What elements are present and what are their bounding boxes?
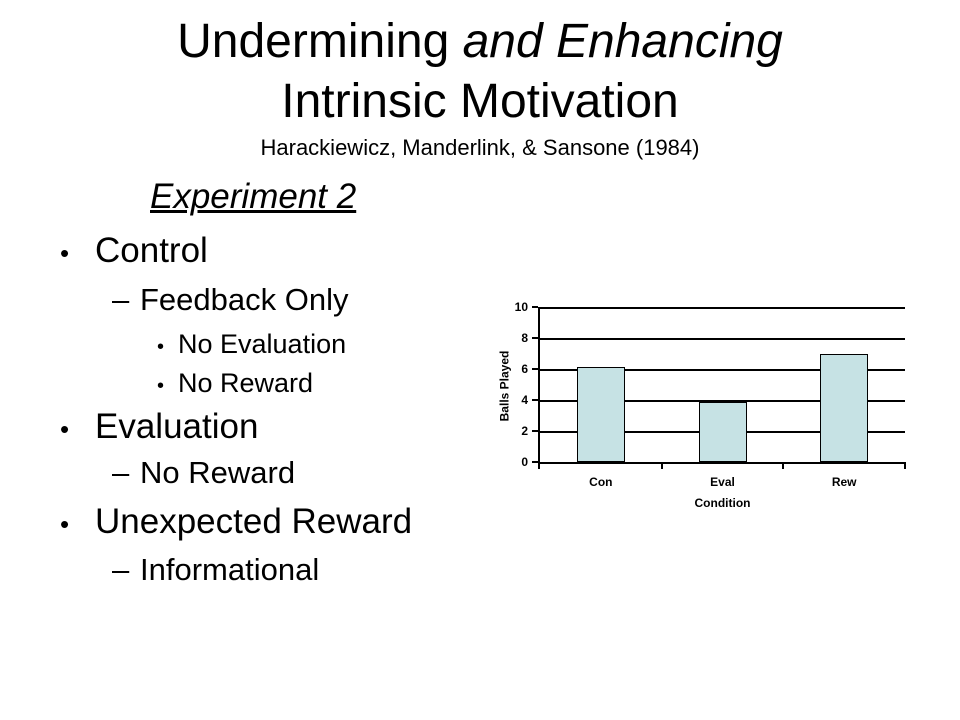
title-line-2: Intrinsic Motivation: [281, 75, 679, 128]
y-tick-label-8: 8: [521, 331, 528, 345]
gridline-y-6: [540, 369, 905, 371]
y-tick-label-2: 2: [521, 424, 528, 438]
bullet-dot-icon: •: [157, 336, 165, 358]
bar-con: [576, 367, 625, 462]
bullet-text: Control: [95, 231, 208, 270]
x-tick-label-rew: Rew: [831, 475, 857, 489]
x-tick-mark-2: [782, 462, 785, 469]
x-tick-label-eval: Eval: [710, 475, 735, 489]
bullet-text: No Evaluation: [178, 329, 347, 359]
y-tick-mark-2: [532, 430, 538, 432]
bullet-dot-icon: •: [60, 414, 70, 444]
gridline-y-8: [540, 338, 905, 340]
bullet-item-feedback-only: – Feedback Only: [112, 284, 349, 315]
bullet-text: No Reward: [140, 455, 296, 490]
y-tick-label-4: 4: [521, 393, 528, 407]
bullet-item-no-evaluation: • No Evaluation: [157, 331, 346, 358]
y-tick-label-6: 6: [521, 362, 528, 376]
bullet-dot-icon: •: [60, 509, 70, 539]
y-tick-mark-8: [532, 337, 538, 339]
chart-plot-area: Balls Played Condition 0 2 4 6 8 10 Con Eval Rew: [498, 300, 906, 510]
x-tick-label-con: Con: [589, 475, 613, 489]
x-tick-mark-1: [660, 462, 663, 469]
bullet-item-control: • Control: [60, 233, 208, 268]
bullet-text: Informational: [140, 552, 320, 587]
y-tick-label-10: 10: [514, 300, 528, 314]
x-tick-mark-3: [904, 462, 906, 469]
bullet-dash-icon: –: [112, 455, 130, 490]
bullet-dash-icon: –: [112, 552, 130, 587]
title-part-italic: and Enhancing: [462, 15, 783, 68]
gridline-y-10: [540, 307, 905, 309]
y-tick-mark-10: [532, 306, 538, 308]
bullet-text: Feedback Only: [140, 282, 349, 317]
bullet-item-unexpected-reward: • Unexpected Reward: [60, 504, 412, 539]
bullet-text: No Reward: [178, 368, 314, 398]
bullet-text: Evaluation: [95, 407, 259, 446]
gridline-y-4: [540, 400, 905, 402]
slide-title: Undermining and Enhancing Intrinsic Moti…: [0, 12, 960, 132]
bullet-dash-icon: –: [112, 282, 130, 317]
y-tick-mark-4: [532, 399, 538, 401]
x-tick-mark-0: [538, 462, 540, 469]
bar-rew: [820, 353, 869, 462]
x-axis-title: Condition: [694, 496, 751, 510]
bullet-item-evaluation: • Evaluation: [60, 409, 258, 444]
y-tick-mark-6: [532, 368, 538, 370]
bullet-item-no-reward: – No Reward: [112, 457, 295, 488]
bullet-item-informational: – Informational: [112, 554, 319, 585]
citation: Harackiewicz, Manderlink, & Sansone (198…: [260, 135, 700, 160]
title-part-regular: Undermining: [177, 15, 463, 68]
bullet-item-no-reward-sub: • No Reward: [157, 370, 313, 397]
bullet-text: Unexpected Reward: [95, 502, 413, 541]
bullet-dot-icon: •: [157, 375, 165, 397]
experiment-heading: Experiment 2: [150, 177, 357, 216]
y-tick-label-0: 0: [521, 455, 528, 469]
bullet-dot-icon: •: [60, 238, 70, 268]
y-tick-mark-0: [532, 461, 538, 463]
bar-chart: Balls Played Condition 0 2 4 6 8 10 Con Eval Rew: [490, 290, 930, 530]
bar-eval: [698, 401, 747, 462]
title-line-1: Undermining and Enhancing: [0, 12, 960, 72]
